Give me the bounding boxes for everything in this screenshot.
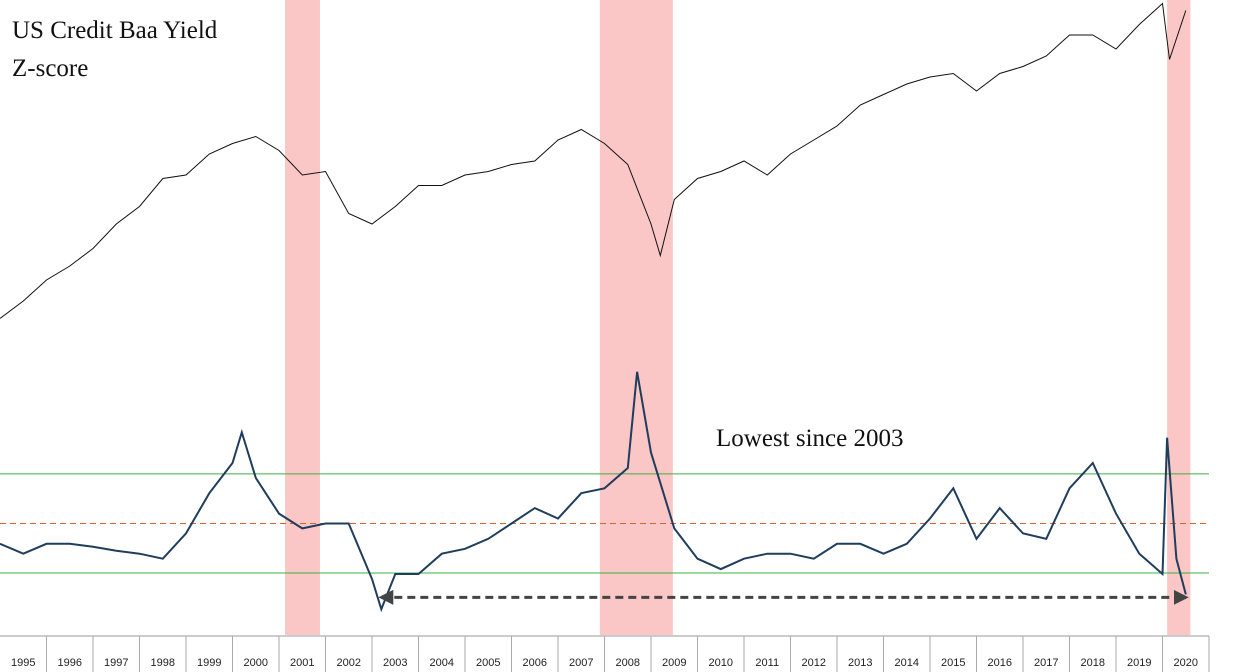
x-tick-label: 2005 [476, 657, 500, 669]
series-line [0, 371, 1187, 613]
x-tick-label: 2013 [848, 657, 872, 669]
x-tick-label: 2009 [662, 657, 686, 669]
series-line [0, 2, 1187, 319]
x-tick-label: 2015 [941, 657, 965, 669]
recession-band [285, 0, 320, 635]
x-tick-label: 1999 [197, 657, 221, 669]
x-tick-label: 2017 [1034, 657, 1058, 669]
x-tick-label: 2014 [895, 657, 919, 669]
x-tick-label: 2001 [290, 657, 314, 669]
recession-band [599, 0, 673, 635]
x-tick-label: 2016 [988, 657, 1012, 669]
x-tick-label: 2018 [1081, 657, 1105, 669]
x-tick-label: 2000 [244, 657, 268, 669]
x-tick-label: 2012 [802, 657, 826, 669]
x-tick-label: 2019 [1127, 657, 1151, 669]
x-tick-label: 2020 [1174, 657, 1198, 669]
x-tick-label: 2008 [616, 657, 640, 669]
recession-band [1167, 0, 1191, 635]
x-tick-label: 2004 [430, 657, 454, 669]
x-tick-label: 2007 [569, 657, 593, 669]
x-tick-label: 2011 [755, 657, 779, 669]
x-tick-label: 2002 [337, 657, 361, 669]
x-tick-label: 2006 [523, 657, 547, 669]
x-tick-label: 1995 [11, 657, 35, 669]
title-line: Z-score [12, 55, 88, 82]
x-tick-label: 1998 [151, 657, 175, 669]
annotation: Lowest since 2003 [716, 425, 903, 452]
x-tick-label: 1996 [58, 657, 82, 669]
x-tick-label: 1997 [104, 657, 128, 669]
x-tick-label: 2010 [709, 657, 733, 669]
title-line: US Credit Baa Yield [12, 17, 218, 44]
x-tick-label: 2003 [383, 657, 407, 669]
